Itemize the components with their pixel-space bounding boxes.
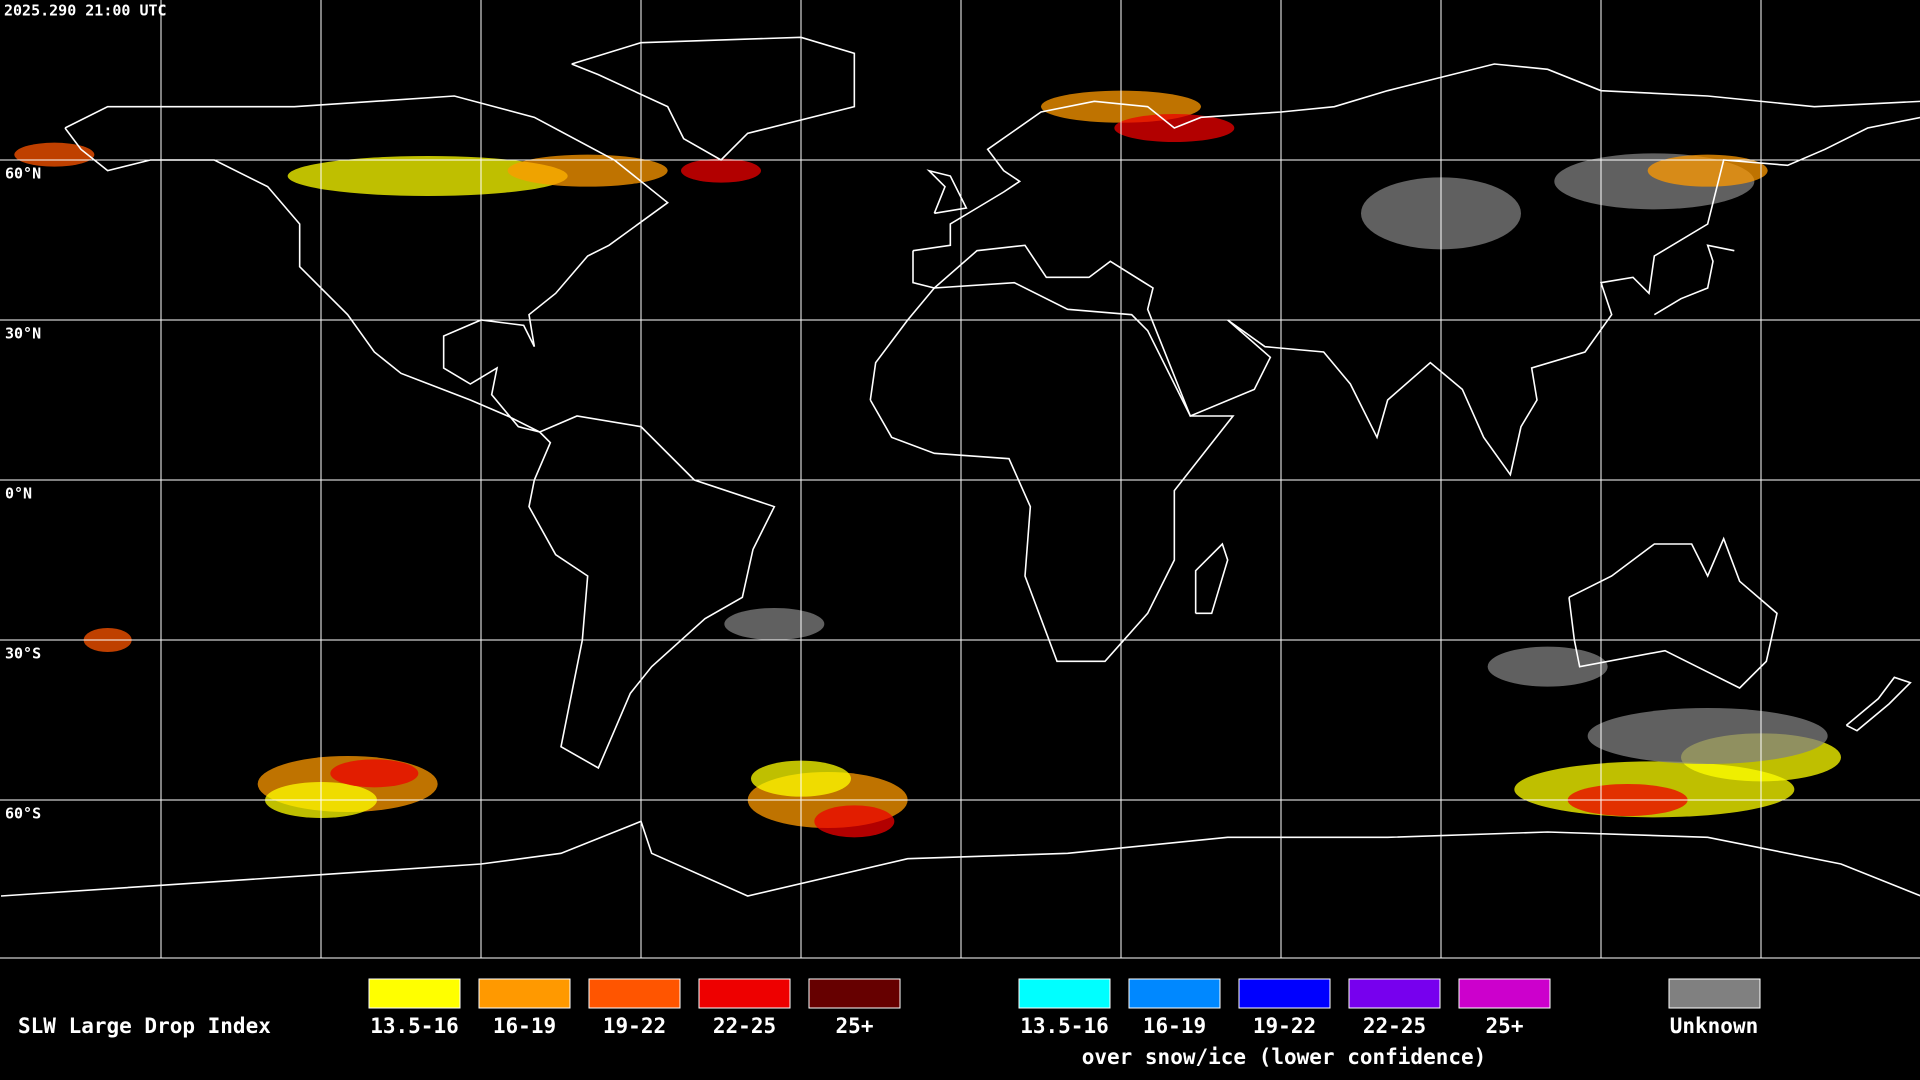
- coastline: [1568, 536, 1778, 689]
- coastlines: [0, 36, 1920, 897]
- legend-label: 13.5-16: [370, 1014, 459, 1038]
- latitude-label: 30°S: [5, 645, 41, 663]
- latitude-label: 60°N: [5, 165, 41, 183]
- cloud-patch: [330, 759, 419, 788]
- legend-label: Unknown: [1670, 1014, 1759, 1038]
- timestamp: 2025.290 21:00 UTC: [4, 2, 167, 20]
- legend-swatch: [698, 978, 791, 1009]
- legend-label: 13.5-16: [1020, 1014, 1109, 1038]
- coastline: [1194, 542, 1229, 615]
- legend-label: 22-25: [713, 1014, 776, 1038]
- cloud-patch: [814, 805, 895, 838]
- coastline: [64, 95, 669, 433]
- legend-title: SLW Large Drop Index: [18, 1014, 271, 1038]
- coastline: [528, 415, 776, 770]
- legend-label: 19-22: [1253, 1014, 1316, 1038]
- cloud-patch: [14, 142, 95, 167]
- legend-swatch: [1018, 978, 1111, 1009]
- latitude-label: 60°S: [5, 805, 41, 823]
- legend-label: 19-22: [603, 1014, 666, 1038]
- coastline: [1653, 244, 1735, 316]
- latitude-label: 0°N: [5, 485, 32, 503]
- coastline: [1845, 676, 1912, 732]
- legend: SLW Large Drop Index 13.5-16 16-19 19-22 22-…: [18, 978, 1761, 1069]
- cloud-patch: [287, 156, 568, 196]
- legend-swatch: [1668, 978, 1761, 1009]
- legend-swatch: [478, 978, 571, 1009]
- coastline: [912, 63, 1920, 252]
- legend-label: 22-25: [1363, 1014, 1426, 1038]
- legend-swatch: [368, 978, 461, 1009]
- legend-swatch: [1128, 978, 1221, 1009]
- coastline: [0, 820, 1920, 897]
- coastline: [571, 36, 856, 161]
- legend-swatch: [588, 978, 681, 1009]
- legend-label: 25+: [836, 1014, 874, 1038]
- cloud-patch: [1587, 708, 1828, 764]
- cloud-patch: [507, 154, 668, 187]
- legend-note: over snow/ice (lower confidence): [1082, 1045, 1487, 1069]
- legend-label: 16-19: [493, 1014, 556, 1038]
- legend-label: 16-19: [1143, 1014, 1206, 1038]
- legend-label: 25+: [1486, 1014, 1524, 1038]
- cloud-patch: [1647, 154, 1768, 187]
- legend-swatch: [1458, 978, 1551, 1009]
- legend-swatch: [1348, 978, 1441, 1009]
- cloud-patch: [1487, 646, 1608, 687]
- graticule: [0, 0, 1920, 958]
- cloud-patch: [681, 158, 761, 183]
- legend-swatch: [1238, 978, 1331, 1009]
- cloud-patch: [724, 608, 825, 640]
- coastline: [912, 116, 1920, 477]
- latitude-label: 30°N: [5, 325, 41, 343]
- legend-swatch: [808, 978, 901, 1009]
